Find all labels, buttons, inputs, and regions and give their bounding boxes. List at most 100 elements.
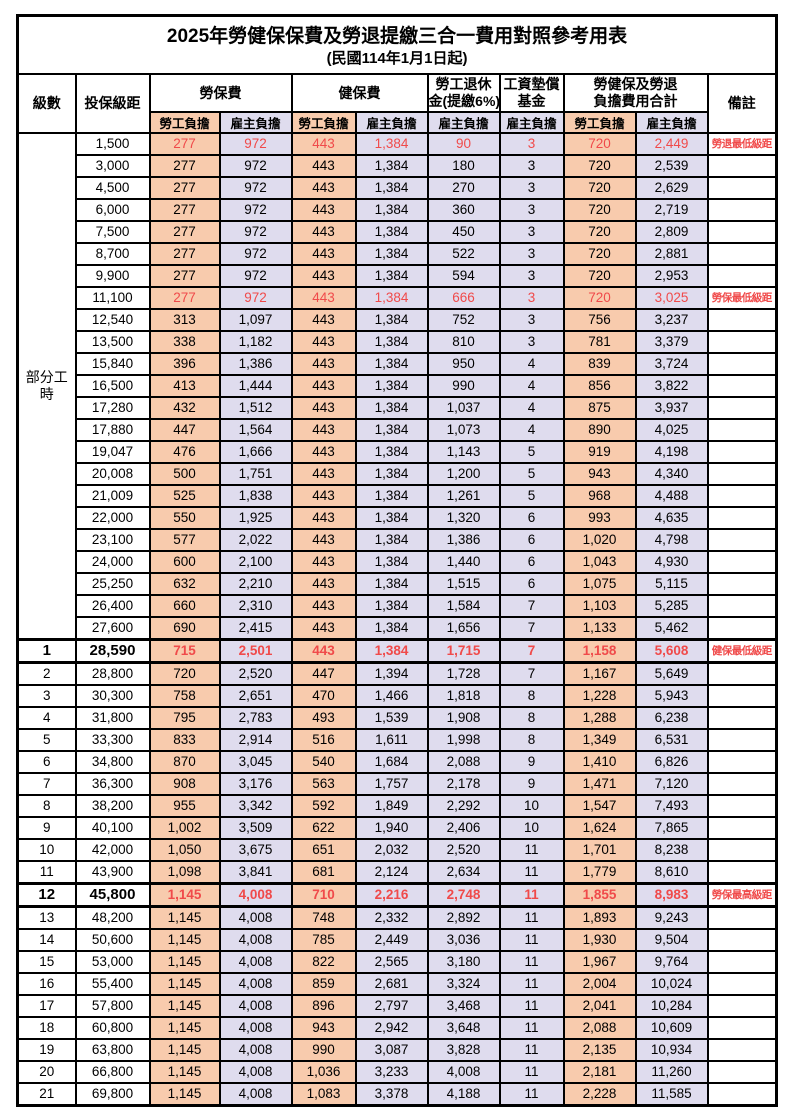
value-cell: 1,386: [426, 528, 501, 552]
page-subtitle: (民國114年1月1日起): [326, 50, 468, 68]
level-cell: 6: [16, 750, 77, 774]
bracket-cell: 63,800: [74, 1038, 151, 1062]
value-cell: 1,728: [426, 661, 501, 686]
bracket-cell: 57,800: [74, 994, 151, 1018]
level-cell: 19: [16, 1038, 77, 1062]
value-cell: 396: [148, 352, 221, 376]
value-cell: 2,634: [426, 860, 501, 885]
header-pension-line2: 金(提繳6%): [428, 93, 500, 109]
value-cell: 6,238: [634, 706, 709, 730]
value-cell: 11: [498, 1038, 565, 1062]
table-row: 20,008 500 1,751 443 1,384 1,200 5 943 4,340: [18, 462, 778, 486]
value-cell: 9,504: [634, 928, 709, 952]
value-cell: 4,008: [218, 994, 293, 1018]
header-pension-line1: 勞工退休: [435, 75, 492, 92]
value-cell: 1,384: [354, 484, 429, 508]
value-cell: 1,143: [426, 440, 501, 464]
table-row: 26,400 660 2,310 443 1,384 1,584 7 1,103 5,285: [18, 594, 778, 618]
remark-cell: [706, 661, 778, 686]
value-cell: 781: [562, 330, 637, 354]
bracket-cell: 26,400: [74, 594, 151, 618]
value-cell: 4,008: [218, 1060, 293, 1084]
remark-cell: 勞退最低級距: [706, 132, 778, 156]
value-cell: 1,050: [148, 838, 221, 862]
value-cell: 1,440: [426, 550, 501, 574]
value-cell: 3: [498, 264, 565, 288]
bracket-cell: 22,000: [74, 506, 151, 530]
remark-cell: [706, 860, 778, 885]
value-cell: 1,940: [354, 816, 429, 840]
value-cell: 522: [426, 242, 501, 266]
value-cell: 4,025: [634, 418, 709, 442]
value-cell: 2,914: [218, 728, 293, 752]
table-row: 13 48,200 1,145 4,008 748 2,332 2,892 11 1,893 9,…: [16, 905, 778, 930]
value-cell: 313: [148, 308, 221, 332]
value-cell: 3,379: [634, 330, 709, 354]
value-cell: 3,324: [426, 972, 501, 996]
value-cell: 11: [498, 994, 565, 1018]
value-cell: 690: [148, 616, 221, 641]
value-cell: 1,320: [426, 506, 501, 530]
value-cell: 681: [290, 860, 357, 885]
value-cell: 447: [148, 418, 221, 442]
value-cell: 4,930: [634, 550, 709, 574]
bracket-cell: 15,840: [74, 352, 151, 376]
remark-cell: [706, 330, 778, 354]
value-cell: 360: [426, 198, 501, 222]
value-cell: 443: [290, 484, 357, 508]
value-cell: 1,288: [562, 706, 637, 730]
table-row: 24,000 600 2,100 443 1,384 1,440 6 1,043 4,930: [18, 550, 778, 574]
value-cell: 1,751: [218, 462, 293, 486]
value-cell: 10: [498, 794, 565, 818]
bracket-cell: 40,100: [74, 816, 151, 840]
value-cell: 795: [148, 706, 221, 730]
table-row: 7 36,300 908 3,176 563 1,757 2,178 9 1,471 7,120: [16, 772, 778, 796]
value-cell: 4,008: [218, 928, 293, 952]
value-cell: 1,261: [426, 484, 501, 508]
value-cell: 972: [218, 242, 293, 266]
bracket-cell: 69,800: [74, 1082, 151, 1107]
value-cell: 1,145: [148, 950, 221, 974]
remark-cell: [706, 728, 778, 752]
value-cell: 11: [498, 1016, 565, 1040]
value-cell: 1,893: [562, 905, 637, 930]
value-cell: 2,449: [354, 928, 429, 952]
level-cell: 2: [16, 661, 77, 686]
value-cell: 443: [290, 198, 357, 222]
remark-cell: [706, 154, 778, 178]
value-cell: 1,145: [148, 1038, 221, 1062]
value-cell: 443: [290, 528, 357, 552]
value-cell: 3,237: [634, 308, 709, 332]
value-cell: 277: [148, 176, 221, 200]
value-cell: 10,024: [634, 972, 709, 996]
subheader-row: 勞工負擔 雇主負擔 勞工負擔 雇主負擔 雇主負擔 雇主負擔 勞工負擔 雇主負擔: [18, 111, 777, 134]
level-cell: 17: [16, 994, 77, 1018]
value-cell: 443: [290, 308, 357, 332]
value-cell: 443: [290, 220, 357, 244]
value-cell: 180: [426, 154, 501, 178]
table-row: 15 53,000 1,145 4,008 822 2,565 3,180 11 1,967 9,…: [16, 950, 778, 974]
value-cell: 11,585: [634, 1082, 709, 1107]
value-cell: 10: [498, 816, 565, 840]
value-cell: 1,043: [562, 550, 637, 574]
value-cell: 10,934: [634, 1038, 709, 1062]
bracket-cell: 9,900: [74, 264, 151, 288]
value-cell: 972: [218, 264, 293, 288]
value-cell: 2,292: [426, 794, 501, 818]
remark-cell: [706, 928, 778, 952]
value-cell: 3,724: [634, 352, 709, 376]
value-cell: 1,037: [426, 396, 501, 420]
value-cell: 443: [290, 550, 357, 574]
value-cell: 2,210: [218, 572, 293, 596]
remark-cell: [706, 905, 778, 930]
table-row: 25,250 632 2,210 443 1,384 1,515 6 1,075 5,115: [18, 572, 778, 596]
bracket-cell: 48,200: [74, 905, 151, 930]
value-cell: 2,881: [634, 242, 709, 266]
value-cell: 1,228: [562, 684, 637, 708]
value-cell: 890: [562, 418, 637, 442]
value-cell: 7: [498, 661, 565, 686]
bracket-cell: 33,300: [74, 728, 151, 752]
header-bracket: 投保級距: [74, 73, 151, 134]
value-cell: 11: [498, 905, 565, 930]
table-row: 8,700 277 972 443 1,384 522 3 720 2,881: [18, 242, 778, 266]
